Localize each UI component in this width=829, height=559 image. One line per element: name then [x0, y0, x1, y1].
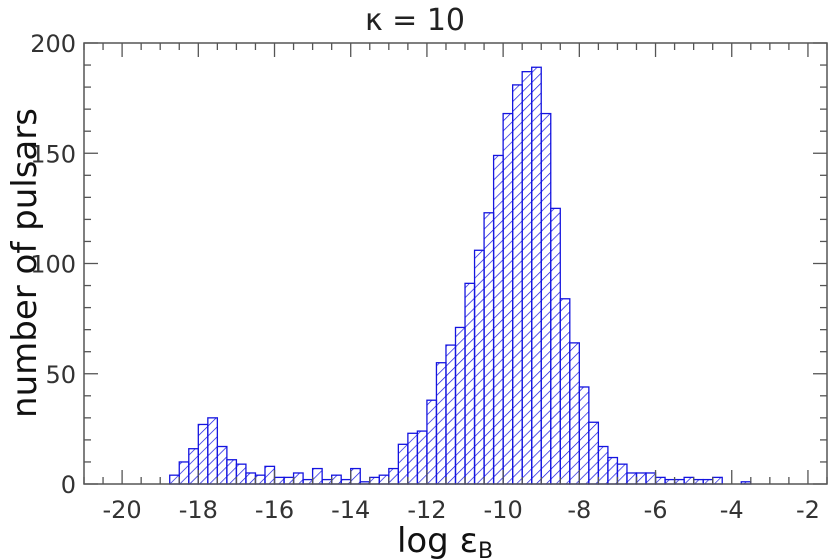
- histogram-bar: [597, 445, 609, 485]
- x-axis-label-main: log ε: [397, 521, 478, 559]
- histogram-bar: [635, 472, 647, 485]
- histogram-bar: [350, 467, 361, 485]
- histogram-bar: [616, 463, 628, 485]
- histogram-bar: [207, 417, 219, 485]
- histogram-bar: [216, 445, 228, 485]
- histogram-bar: [416, 430, 428, 485]
- histogram-bar: [588, 421, 600, 485]
- histogram-bar: [283, 476, 295, 485]
- histogram-bar: [654, 476, 666, 485]
- histogram-bar: [254, 474, 266, 485]
- histogram-bar: [435, 362, 447, 485]
- histogram-bar: [197, 423, 209, 485]
- histogram-bar: [311, 467, 323, 485]
- y-axis-ticks: 0 50 100 150 200: [30, 30, 827, 499]
- histogram-bar: [292, 472, 304, 485]
- histogram-bar: [464, 282, 476, 485]
- y-tick-label: 150: [30, 140, 76, 168]
- histogram-bar: [683, 476, 695, 485]
- histogram-bar: [473, 249, 485, 485]
- y-tick-label: 50: [45, 361, 76, 389]
- histogram-bar: [264, 465, 276, 485]
- histogram-bar: [569, 342, 580, 485]
- x-tick-label: -14: [331, 496, 370, 524]
- chart-title: κ = 10: [365, 3, 465, 38]
- histogram-bar: [397, 443, 409, 485]
- x-tick-label: -18: [179, 496, 218, 524]
- histogram-bar: [331, 474, 342, 485]
- x-tick-label: -2: [796, 496, 820, 524]
- histogram-bar: [512, 84, 523, 485]
- x-tick-label: -4: [720, 496, 744, 524]
- histogram-bar: [235, 463, 247, 485]
- x-axis-label: log εB: [397, 521, 493, 559]
- histogram-bar: [521, 71, 533, 485]
- y-tick-label: 0: [61, 471, 76, 499]
- y-axis-label: number of pulsars: [5, 108, 45, 418]
- histogram-bar: [273, 476, 285, 485]
- x-tick-label: -16: [255, 496, 294, 524]
- histogram-bar: [559, 298, 571, 485]
- y-tick-label: 200: [30, 30, 76, 58]
- histogram-bar: [426, 399, 438, 485]
- histogram-bar: [169, 474, 180, 485]
- x-axis-label-subscript: B: [478, 539, 493, 559]
- histogram-bar: [492, 154, 504, 485]
- histogram-bar: [454, 326, 466, 485]
- histogram-bar: [483, 212, 495, 485]
- x-axis-ticks: -20 -18 -16 -14 -12 -10 -8 -6 -4 -2: [83, 43, 828, 524]
- bars-group: [169, 66, 752, 485]
- x-tick-label: -12: [407, 496, 446, 524]
- histogram-bar: [531, 66, 542, 485]
- x-tick-label: -10: [484, 496, 523, 524]
- histogram-bar: [245, 472, 257, 485]
- histogram-bar: [378, 474, 390, 485]
- histogram-bar: [712, 476, 723, 485]
- x-tick-label: -20: [103, 496, 142, 524]
- histogram-bar: [369, 476, 380, 485]
- histogram-bar: [178, 461, 190, 485]
- histogram-bar: [550, 207, 561, 485]
- histogram-bar: [578, 386, 590, 485]
- histogram-bar: [607, 456, 619, 485]
- histogram-bar: [388, 467, 399, 485]
- histogram-bar: [502, 112, 514, 485]
- x-tick-label: -8: [567, 496, 591, 524]
- histogram-bar: [645, 472, 657, 485]
- x-tick-label: -6: [644, 496, 668, 524]
- histogram-bar: [445, 344, 457, 485]
- histogram-bar: [407, 432, 419, 485]
- histogram-bar: [540, 112, 552, 485]
- histogram-bar: [188, 448, 199, 485]
- histogram-bar: [226, 459, 238, 485]
- histogram-bar: [626, 472, 638, 485]
- y-tick-label: 100: [30, 251, 76, 279]
